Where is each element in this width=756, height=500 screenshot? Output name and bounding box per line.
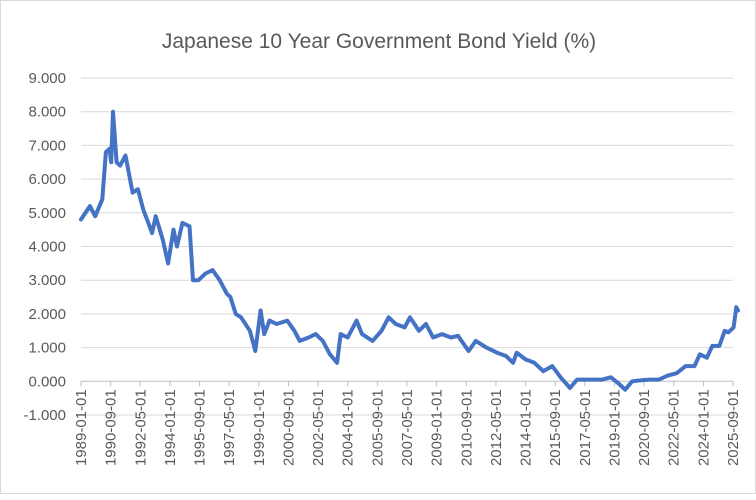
x-tick-label: 1994-01-01 — [162, 389, 179, 466]
x-tick-label: 1999-01-01 — [251, 389, 268, 466]
x-tick-label: 1990-09-01 — [103, 389, 120, 466]
y-tick-label: 2.000 — [28, 306, 66, 323]
x-tick-label: 2015-09-01 — [547, 389, 564, 466]
x-tick-label: 2000-09-01 — [280, 389, 297, 466]
x-tick-label: 2005-09-01 — [369, 389, 386, 466]
x-tick-label: 2010-09-01 — [458, 389, 475, 466]
x-tick-label: 2017-05-01 — [577, 389, 594, 466]
x-tick-label: 2025-09-01 — [725, 389, 742, 466]
x-tick-label: 2002-05-01 — [310, 389, 327, 466]
x-tick-label: 1995-09-01 — [192, 389, 209, 466]
x-tick-label: 1989-01-01 — [73, 389, 90, 466]
x-tick-label: 1997-05-01 — [221, 389, 238, 466]
x-tick-label: 2004-01-01 — [340, 389, 357, 466]
y-tick-label: 4.000 — [28, 239, 66, 256]
y-tick-label: 1.000 — [28, 340, 66, 357]
y-tick-label: 0.000 — [28, 373, 66, 390]
y-tick-label: 8.000 — [28, 104, 66, 121]
x-tick-label: 2024-01-01 — [695, 389, 712, 466]
y-tick-label: 6.000 — [28, 171, 66, 188]
x-tick-label: 2019-01-01 — [606, 389, 623, 466]
y-tick-label: 5.000 — [28, 205, 66, 222]
x-tick-label: 2022-05-01 — [666, 389, 683, 466]
y-tick-label: -1.000 — [23, 407, 66, 424]
y-tick-label: 3.000 — [28, 272, 66, 289]
x-tick-label: 2007-05-01 — [399, 389, 416, 466]
x-tick-label: 2014-01-01 — [518, 389, 535, 466]
chart-title: Japanese 10 Year Government Bond Yield (… — [162, 30, 596, 53]
x-tick-label: 1992-05-01 — [132, 389, 149, 466]
y-tick-label: 9.000 — [28, 70, 66, 87]
series-line — [79, 109, 740, 392]
x-tick-label: 2009-01-01 — [429, 389, 446, 466]
x-tick-label: 2020-09-01 — [636, 389, 653, 466]
y-tick-label: 7.000 — [28, 137, 66, 154]
x-tick-label: 2012-05-01 — [488, 389, 505, 466]
